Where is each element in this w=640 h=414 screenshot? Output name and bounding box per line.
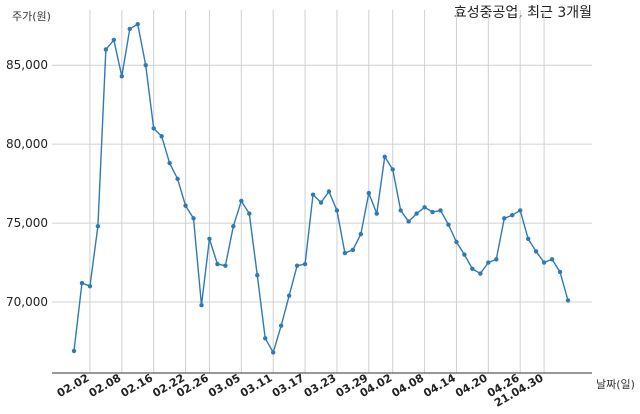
data-point <box>414 211 419 216</box>
data-point <box>438 208 443 213</box>
x-tick-label: 03.17 <box>270 371 307 400</box>
x-axis-ticks: 02.0202.0802.1602.2202.2603.0503.1103.17… <box>55 371 546 410</box>
data-point <box>239 198 244 204</box>
data-point <box>342 250 348 256</box>
x-tick-label: 02.08 <box>87 371 124 400</box>
data-point <box>270 350 276 355</box>
data-point <box>310 192 316 197</box>
data-point <box>398 208 403 213</box>
gridlines <box>52 10 592 373</box>
data-point <box>565 298 571 303</box>
data-point <box>159 134 164 139</box>
x-tick-label: 03.11 <box>238 371 275 400</box>
chart-title: 효성중공업, 최근 3개월 <box>454 5 592 21</box>
y-axis-label: 주가(원) <box>12 10 51 23</box>
data-point <box>151 126 156 131</box>
price-series-points <box>71 22 571 355</box>
x-tick-label: 03.23 <box>302 371 339 400</box>
data-point <box>470 266 475 272</box>
data-point <box>87 283 93 289</box>
x-tick-label: 04.20 <box>453 371 490 400</box>
data-point <box>135 22 140 27</box>
data-point <box>517 208 523 213</box>
data-point <box>525 236 531 242</box>
x-tick-label: 02.02 <box>55 371 92 400</box>
data-point <box>350 247 356 253</box>
data-point <box>390 167 395 172</box>
data-point <box>175 176 180 182</box>
data-point <box>462 252 467 257</box>
x-axis-label: 날짜(일) <box>596 377 635 391</box>
data-point <box>446 222 451 227</box>
data-point <box>183 203 188 208</box>
data-point <box>231 224 236 229</box>
data-point <box>478 271 483 276</box>
data-point <box>167 160 172 166</box>
data-point <box>247 211 252 216</box>
data-point <box>382 154 387 159</box>
data-point <box>286 293 292 298</box>
data-point <box>533 249 539 254</box>
data-point <box>374 211 379 216</box>
x-tick-label: 04.14 <box>421 371 458 400</box>
data-point <box>223 263 228 268</box>
data-point <box>127 26 132 32</box>
y-tick-label: 70,000 <box>6 295 48 309</box>
data-point <box>103 47 109 52</box>
data-point <box>510 212 515 218</box>
data-point <box>119 74 125 79</box>
x-tick-label: 02.16 <box>119 371 156 400</box>
data-point <box>207 236 212 242</box>
data-point <box>494 257 499 262</box>
data-point <box>366 190 372 196</box>
data-point <box>326 189 332 194</box>
data-point <box>557 269 563 275</box>
data-point <box>502 216 507 221</box>
data-point <box>255 272 260 278</box>
data-point <box>549 257 555 262</box>
data-point <box>95 224 101 229</box>
y-tick-label: 80,000 <box>6 137 48 151</box>
data-point <box>71 348 77 354</box>
data-point <box>486 260 491 265</box>
data-point <box>422 205 427 210</box>
x-tick-label: 03.05 <box>206 371 243 400</box>
data-point <box>541 260 547 265</box>
data-point <box>278 323 284 328</box>
data-point <box>454 239 459 245</box>
data-point <box>215 261 220 267</box>
y-axis-ticks: 70,000 75,000 80,000 85,000 <box>6 58 48 309</box>
data-point <box>302 261 308 267</box>
data-point <box>294 263 300 268</box>
y-tick-label: 75,000 <box>6 216 48 230</box>
data-point <box>406 219 411 224</box>
data-point <box>358 231 364 237</box>
data-point <box>191 216 196 221</box>
data-point <box>334 208 340 213</box>
data-point <box>263 336 268 341</box>
data-point <box>199 302 204 308</box>
x-tick-label: 04.08 <box>389 371 426 400</box>
data-point <box>430 209 435 215</box>
data-point <box>318 200 324 205</box>
data-point <box>111 37 117 43</box>
data-point <box>79 280 85 286</box>
price-series-line <box>73 23 569 355</box>
y-tick-label: 85,000 <box>6 58 48 72</box>
data-point <box>143 63 148 68</box>
